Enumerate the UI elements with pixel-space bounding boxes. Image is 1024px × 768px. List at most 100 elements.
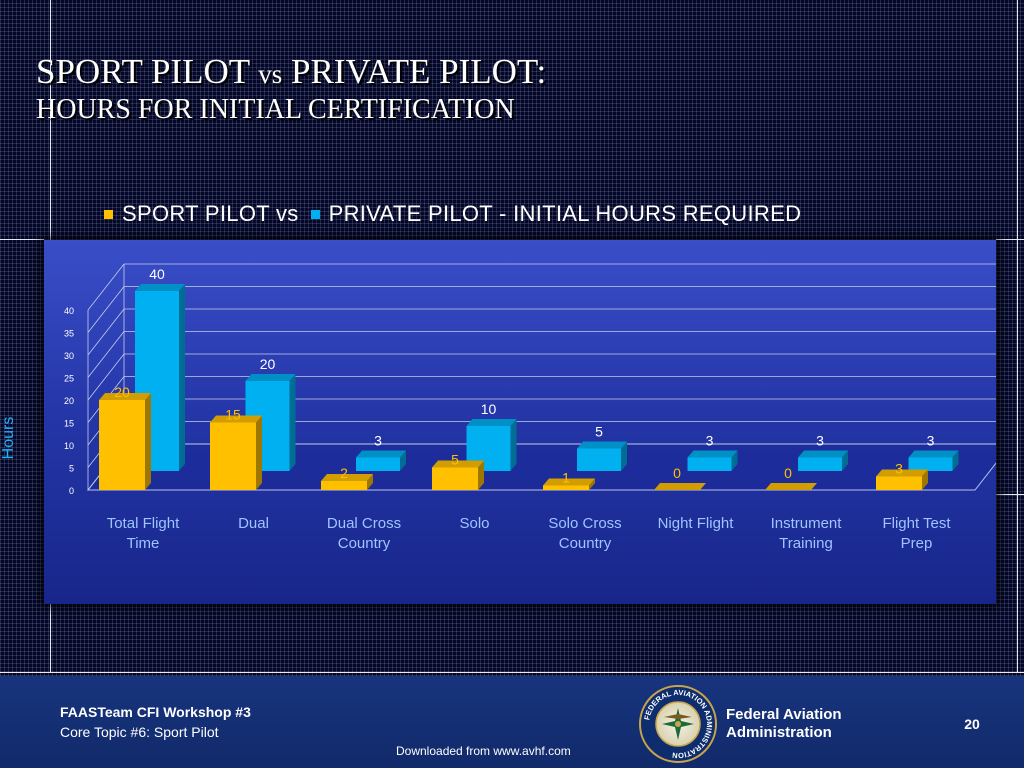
footer: FAASTeam CFI Workshop #3 Core Topic #6: … bbox=[0, 676, 1024, 768]
bar-sport-top bbox=[99, 393, 151, 400]
bar-sport bbox=[321, 481, 367, 490]
grid-line bbox=[0, 239, 44, 240]
gridline bbox=[87, 353, 125, 401]
data-label-private: 3 bbox=[816, 433, 824, 449]
data-label-sport: 3 bbox=[895, 461, 903, 477]
faa-seal-logo: FEDERAL AVIATION ADMINISTRATION bbox=[639, 685, 717, 763]
bar-private bbox=[577, 448, 621, 471]
y-tick-label: 10 bbox=[64, 441, 74, 451]
bar-sport-top bbox=[876, 469, 928, 477]
bar-private bbox=[687, 457, 732, 471]
x-tick-label: Time bbox=[127, 535, 160, 552]
y-tick-label: 0 bbox=[69, 486, 74, 496]
y-tick-label: 20 bbox=[64, 396, 74, 406]
title-private: PRIVATE PILOT: bbox=[291, 52, 547, 91]
bar-sport-top bbox=[321, 474, 373, 481]
x-tick-label: Dual Cross bbox=[327, 515, 401, 532]
data-label-sport: 20 bbox=[114, 384, 130, 400]
bar-private-top bbox=[908, 450, 959, 458]
y-tick-label: 5 bbox=[69, 464, 74, 474]
x-tick-label: Total Flight bbox=[107, 515, 180, 532]
bar-private-top bbox=[135, 284, 185, 291]
bar-sport-side bbox=[922, 469, 928, 490]
x-tick-label: Flight Test bbox=[882, 515, 951, 532]
bar-sport-top bbox=[543, 478, 595, 486]
chart-legend: SPORT PILOT vs PRIVATE PILOT - INITIAL H… bbox=[104, 200, 813, 228]
bar-sport-top bbox=[765, 483, 817, 490]
legend-label-private: PRIVATE PILOT - INITIAL HOURS REQUIRED bbox=[328, 201, 802, 226]
bar-private-top bbox=[356, 450, 406, 458]
y-tick-label: 15 bbox=[64, 419, 74, 429]
data-label-private: 3 bbox=[706, 433, 714, 449]
grid-line bbox=[996, 239, 1024, 240]
x-tick-label: Night Flight bbox=[658, 515, 735, 532]
slide-subtitle: HOURS FOR INITIAL CERTIFICATION bbox=[36, 94, 515, 125]
data-label-private: 3 bbox=[927, 433, 935, 449]
y-axis-label: Hours bbox=[0, 416, 17, 460]
bar-private-top bbox=[245, 374, 296, 381]
bar-sport bbox=[432, 467, 478, 490]
download-credit: Downloaded from www.avhf.com bbox=[396, 744, 571, 758]
workshop-name: FAASTeam CFI Workshop #3 bbox=[60, 704, 251, 720]
bar-private bbox=[798, 457, 842, 471]
bar-sport-top bbox=[432, 460, 484, 468]
agency-name-line1: Federal Aviation bbox=[726, 706, 842, 723]
bar-sport bbox=[876, 476, 922, 490]
core-topic: Core Topic #6: Sport Pilot bbox=[60, 724, 219, 740]
data-label-sport: 5 bbox=[451, 452, 459, 468]
page-number: 20 bbox=[964, 716, 980, 732]
slide-title: SPORT PILOT vs PRIVATE PILOT: bbox=[36, 52, 546, 92]
agency-name-line2: Administration bbox=[726, 724, 832, 741]
grid-line bbox=[1017, 0, 1018, 672]
x-tick-label: Prep bbox=[901, 535, 933, 552]
y-tick-label: 30 bbox=[64, 351, 74, 361]
title-vs: vs bbox=[258, 59, 283, 89]
bar-sport-top bbox=[654, 483, 706, 490]
gridline bbox=[87, 331, 125, 378]
bar-private-side bbox=[731, 450, 738, 471]
bar-private bbox=[908, 457, 953, 471]
bar-sport-side bbox=[589, 478, 595, 490]
bar-private-side bbox=[400, 450, 406, 471]
data-label-sport: 0 bbox=[784, 465, 792, 481]
bar-private-top bbox=[798, 450, 848, 458]
y-tick-label: 25 bbox=[64, 374, 74, 384]
x-tick-label: Solo Cross bbox=[548, 515, 621, 532]
y-tick-label: 40 bbox=[64, 306, 74, 316]
data-label-private: 3 bbox=[374, 433, 382, 449]
bar-private-side bbox=[952, 450, 959, 471]
data-label-private: 5 bbox=[595, 424, 603, 440]
bar-sport bbox=[543, 485, 589, 490]
x-tick-label: Country bbox=[559, 535, 612, 552]
bar-private bbox=[356, 457, 400, 471]
bar-sport bbox=[99, 400, 145, 490]
bar-private-top bbox=[687, 450, 738, 458]
gridline bbox=[87, 308, 125, 356]
data-label-sport: 0 bbox=[673, 465, 681, 481]
legend-swatch-sport bbox=[104, 209, 113, 219]
bar-private-side bbox=[179, 284, 185, 471]
legend-label-sport: SPORT PILOT vs bbox=[122, 201, 299, 226]
title-sport: SPORT PILOT bbox=[36, 52, 250, 91]
x-tick-label: Solo bbox=[459, 515, 489, 532]
data-label-private: 10 bbox=[481, 401, 497, 417]
legend-swatch-private bbox=[310, 209, 320, 219]
grid-line bbox=[0, 672, 1024, 673]
bar-sport-side bbox=[478, 460, 484, 490]
bar-sport bbox=[210, 422, 256, 490]
bar-private-side bbox=[621, 441, 627, 471]
bar-private-side bbox=[842, 450, 848, 471]
bar-private-side bbox=[510, 419, 517, 471]
bar-sport-side bbox=[256, 415, 262, 490]
bar-sport-top bbox=[210, 415, 262, 423]
x-tick-label: Training bbox=[779, 535, 833, 552]
data-label-private: 20 bbox=[260, 356, 276, 372]
x-tick-label: Country bbox=[338, 535, 391, 552]
bar-private-top bbox=[466, 419, 517, 426]
data-label-sport: 2 bbox=[340, 465, 348, 481]
x-tick-label: Instrument bbox=[771, 515, 843, 532]
bar-private-side bbox=[289, 374, 296, 471]
bar-private-top bbox=[577, 441, 627, 449]
bar-sport-side bbox=[367, 474, 373, 490]
